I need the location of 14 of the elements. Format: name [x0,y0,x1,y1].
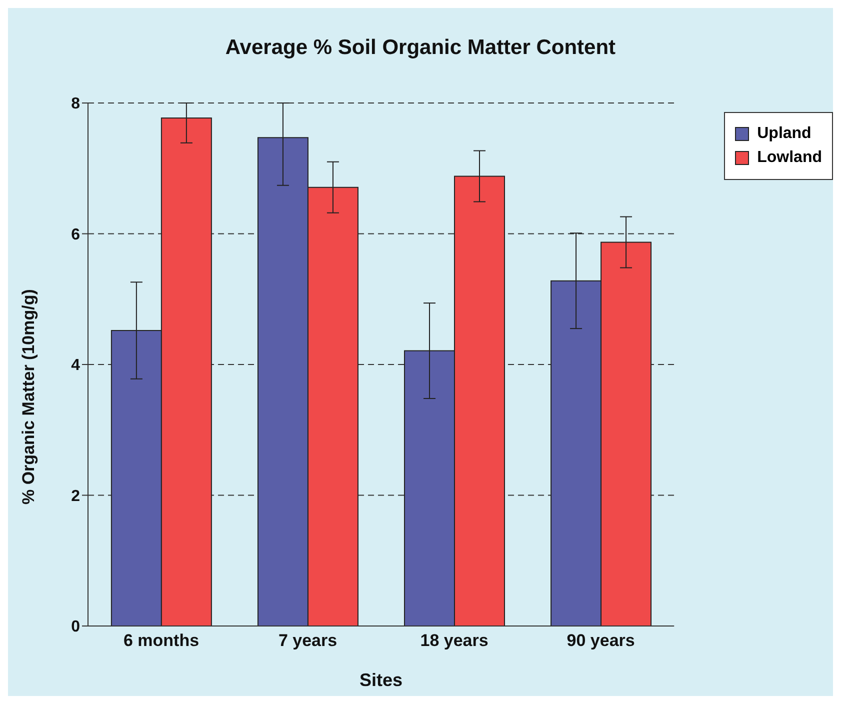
y-tick-label: 8 [71,96,80,113]
x-axis-title: Sites [360,670,403,690]
x-tick-label: 7 years [278,631,338,650]
y-axis-title: % Organic Matter (10mg/g) [19,289,38,504]
x-tick-label: 90 years [566,631,635,650]
x-tick-label: 18 years [420,631,488,650]
y-tick-label: 6 [71,226,80,244]
y-tick-label: 2 [71,488,80,505]
y-tick-label: 4 [71,357,80,374]
y-tick-label: 0 [71,618,80,636]
x-tick-label: 6 months [123,631,200,650]
legend-label: Upland [756,125,812,143]
chart-title: Average % Soil Organic Matter Content [224,36,617,60]
legend-label: Lowland [756,149,822,167]
